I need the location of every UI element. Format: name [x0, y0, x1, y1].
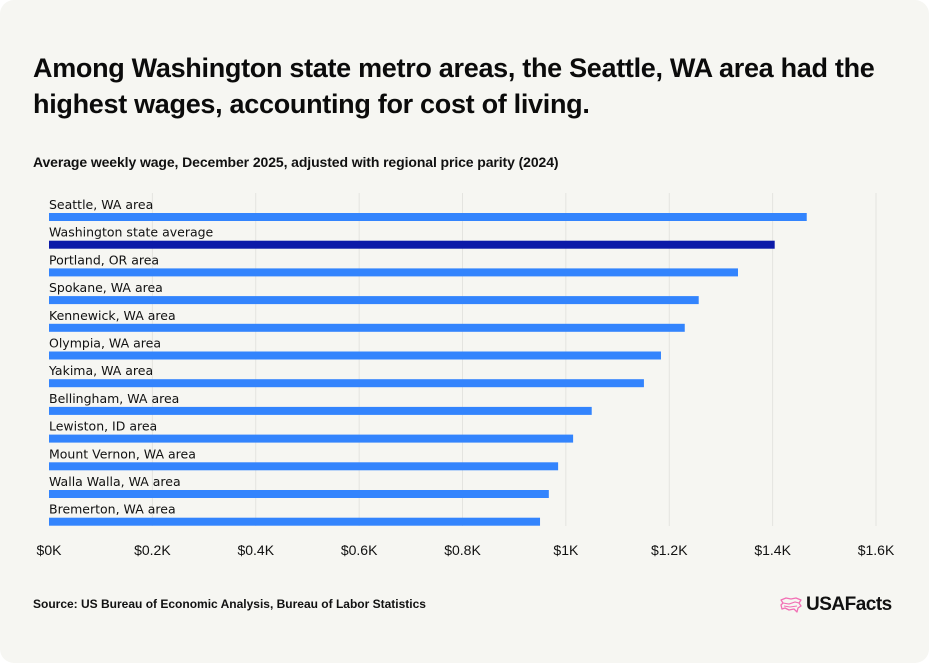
bar-category-label: Lewiston, ID area: [49, 419, 157, 434]
bar: [49, 434, 574, 443]
x-tick-label: $1.2K: [651, 542, 688, 558]
x-tick-label: $1K: [553, 542, 579, 558]
bar-category-label: Portland, OR area: [49, 252, 159, 267]
usa-map-icon: [780, 597, 802, 613]
bars: Seattle, WA area Washington state average…: [48, 197, 807, 526]
bar-category-label: Mount Vernon, WA area: [49, 446, 196, 461]
bar-category-label: Seattle, WA area: [49, 197, 153, 212]
bar-category-label: Yakima, WA area: [48, 363, 153, 378]
bar-category-label: Walla Walla, WA area: [49, 474, 181, 489]
bar-category-label: Olympia, WA area: [49, 336, 161, 351]
bar: [49, 490, 549, 498]
bar: [49, 296, 699, 305]
bar-chart: Seattle, WA area Washington state average…: [37, 193, 895, 558]
x-tick-label: $1.4K: [754, 542, 791, 558]
bar: [49, 406, 592, 415]
bar-category-label: Kennewick, WA area: [49, 308, 176, 323]
x-tick-label: $0.6K: [341, 542, 378, 558]
bar: [49, 351, 661, 360]
bar: [49, 517, 541, 526]
x-tick-label: $0.2K: [134, 542, 171, 558]
chart-title: Among Washington state metro areas, the …: [33, 53, 875, 119]
x-tick-label: $0K: [37, 542, 63, 558]
bar: [49, 268, 738, 277]
usafacts-logo: USAFacts: [780, 594, 892, 616]
bar: [49, 379, 644, 388]
x-tick-label: $0.4K: [237, 542, 274, 558]
logo-text: USAFacts: [806, 594, 892, 615]
bar-category-label: Spokane, WA area: [49, 280, 163, 295]
chart-subtitle: Average weekly wage, December 2025, adju…: [33, 154, 559, 170]
bar-category-label: Bellingham, WA area: [49, 391, 179, 406]
bar: [49, 462, 559, 471]
bar-highlight: [49, 240, 775, 249]
source-note: Source: US Bureau of Economic Analysis, …: [33, 597, 426, 611]
x-tick-label: $1.6K: [858, 542, 895, 558]
bar: [49, 323, 685, 332]
bar: [49, 213, 807, 221]
bar-category-label: Bremerton, WA area: [49, 502, 176, 517]
bar-category-label: Washington state average: [49, 225, 214, 240]
x-tick-label: $0.8K: [444, 542, 481, 558]
x-axis-ticks: $0K $0.2K $0.4K $0.6K $0.8K $1K $1.2K $1.4K $1.6…: [37, 542, 895, 558]
